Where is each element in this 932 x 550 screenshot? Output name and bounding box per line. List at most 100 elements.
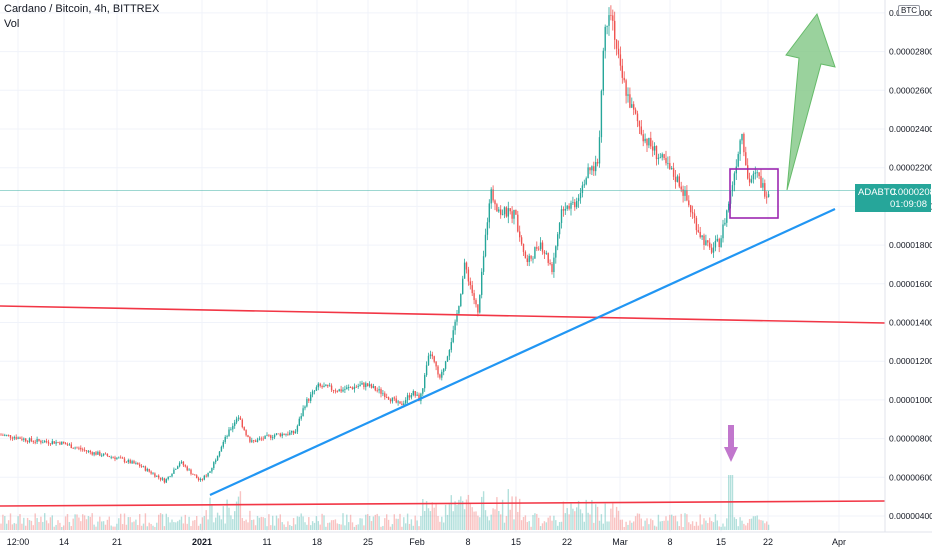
volume-bar (538, 517, 540, 530)
candle-body (254, 440, 257, 442)
candle-body (367, 383, 369, 387)
volume-bar (292, 518, 295, 530)
volume-bar (315, 516, 318, 530)
volume-bar (332, 520, 335, 530)
volume-bar (539, 526, 542, 530)
volume-bar (9, 513, 12, 530)
candle-body (40, 440, 42, 443)
candle-body (693, 213, 696, 218)
volume-bar (688, 522, 690, 530)
candle-body (296, 425, 299, 432)
candle-body (374, 386, 376, 391)
candle-body (182, 461, 185, 466)
candle-body (562, 209, 565, 211)
volume-bar (104, 524, 107, 530)
volume-label: Vol (4, 18, 20, 30)
candle-body (372, 386, 375, 388)
volume-bar (192, 520, 194, 530)
volume-bar (695, 521, 698, 530)
volume-bar (612, 503, 614, 530)
candle-body (311, 391, 314, 395)
volume-bar (524, 515, 527, 530)
candle-body (707, 240, 709, 243)
volume-bar (277, 518, 280, 530)
volume-bar (108, 516, 110, 530)
candle-body (615, 39, 618, 49)
volume-bar (462, 500, 464, 530)
volume-bar (93, 524, 95, 530)
volume-bar (386, 514, 388, 530)
volume-bar (34, 513, 36, 530)
candle-body (577, 198, 580, 202)
volume-bar (266, 526, 268, 530)
volume-bar (629, 520, 631, 530)
candle-body (667, 163, 669, 164)
volume-bar (591, 499, 593, 530)
candle-body (602, 50, 604, 91)
candle-body (156, 475, 158, 477)
candle-body (471, 285, 473, 294)
volume-bar (406, 513, 409, 530)
currency-badge[interactable]: BTC (898, 5, 920, 16)
time-tick-label: 15 (511, 537, 521, 547)
volume-bar (441, 516, 443, 530)
volume-bar (44, 513, 46, 530)
volume-bar (718, 526, 720, 530)
time-tick-label: 12:00 (7, 537, 30, 547)
candle-body (277, 433, 280, 435)
volume-bar (710, 521, 713, 530)
volume-bar (661, 521, 663, 530)
candle-body (767, 194, 770, 198)
volume-bar (247, 522, 249, 530)
candle-body (503, 207, 506, 215)
candle-body (137, 463, 139, 465)
candle-body (564, 208, 566, 211)
volume-bar (99, 516, 101, 530)
candle-body (171, 473, 173, 477)
price-tick-label: 0.00002800 (889, 47, 932, 57)
candle-body (629, 94, 631, 108)
price-tick-label: 0.00002600 (889, 85, 932, 95)
volume-bar (19, 514, 21, 530)
volume-bar (336, 523, 338, 530)
volume-bar (615, 506, 618, 530)
volume-bar (623, 526, 625, 530)
volume-bar (197, 525, 200, 530)
candle-body (412, 391, 414, 396)
candle-body (669, 163, 671, 170)
candle-body (13, 437, 15, 439)
volume-bar (737, 526, 739, 530)
volume-bar (403, 517, 405, 530)
candle-body (513, 209, 515, 219)
volume-bar (435, 504, 437, 530)
candle-body (72, 448, 74, 449)
candle-body (251, 440, 253, 442)
candle-body (256, 439, 259, 442)
candle-body (108, 455, 110, 458)
volume-bar (351, 522, 354, 530)
volume-bar (137, 525, 139, 530)
volume-bar (159, 513, 162, 530)
candle-body (558, 223, 561, 235)
candle-body (418, 394, 420, 401)
candle-body (517, 214, 519, 232)
volume-bar (608, 521, 610, 530)
volume-bar (21, 523, 23, 530)
candle-body (709, 242, 711, 248)
candle-body (488, 203, 490, 223)
candle-body (150, 471, 152, 474)
candle-body (551, 263, 553, 273)
candle-body (116, 457, 118, 460)
candle-body (228, 429, 230, 437)
candle-body (452, 330, 454, 343)
volume-bar (66, 513, 69, 530)
candle-body (83, 449, 86, 451)
candle-body (99, 451, 101, 456)
candle-body (515, 209, 517, 215)
candle-body (123, 458, 126, 462)
price-tick-label: 0.00001000 (889, 395, 932, 405)
volume-bar (260, 516, 262, 530)
candle-body (270, 435, 272, 438)
volume-bar (161, 514, 164, 530)
